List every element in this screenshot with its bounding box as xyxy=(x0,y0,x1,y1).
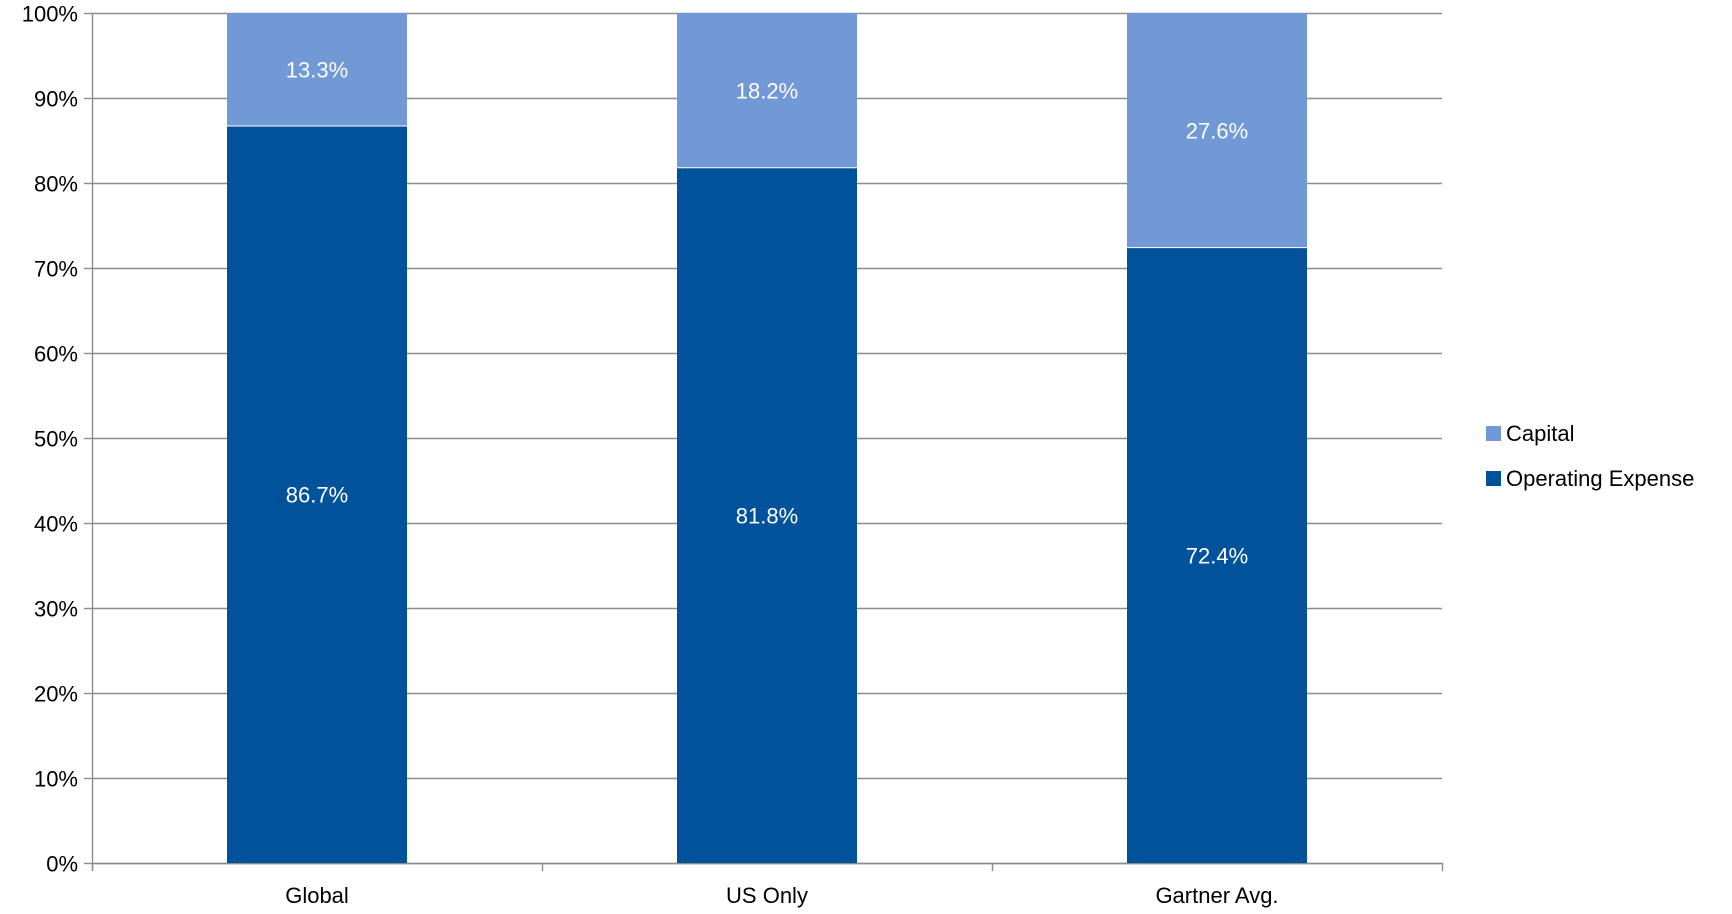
data-label: 18.2% xyxy=(736,78,798,103)
x-category-label: Gartner Avg. xyxy=(1155,883,1278,908)
legend-swatch xyxy=(1486,471,1501,486)
data-label: 72.4% xyxy=(1186,543,1248,568)
y-tick-label: 50% xyxy=(34,427,78,452)
y-tick-label: 90% xyxy=(34,87,78,112)
data-label: 13.3% xyxy=(286,58,348,83)
x-category-label: Global xyxy=(285,883,349,908)
y-tick-label: 70% xyxy=(34,257,78,282)
legend-label: Capital xyxy=(1506,421,1574,446)
x-category-label: US Only xyxy=(726,883,808,908)
axes: 0% 10% 20% 30% 40% 50% 60% 70% 80% 90% 100% Global U… xyxy=(22,2,1444,908)
y-tick-label: 30% xyxy=(34,597,78,622)
y-tick-label: 80% xyxy=(34,172,78,197)
y-tick-label: 100% xyxy=(22,2,78,27)
bar-capital xyxy=(1127,13,1307,248)
y-tick-label: 0% xyxy=(46,852,78,877)
data-label: 86.7% xyxy=(286,483,348,508)
data-labels: 86.7% 13.3% 81.8% 18.2% 72.4% 27.6% xyxy=(286,58,1248,569)
y-tick-label: 10% xyxy=(34,767,78,792)
data-label: 81.8% xyxy=(736,503,798,528)
y-tick-label: 20% xyxy=(34,682,78,707)
bar-operating-expense xyxy=(677,167,857,863)
y-tick-label: 60% xyxy=(34,342,78,367)
legend-swatch xyxy=(1486,426,1501,441)
bar-capital xyxy=(677,13,857,168)
bar-operating-expense xyxy=(227,126,407,864)
bar-capital xyxy=(227,13,407,127)
legend: Capital Operating Expense xyxy=(1486,421,1694,491)
legend-label: Operating Expense xyxy=(1506,466,1694,491)
y-tick-label: 40% xyxy=(34,512,78,537)
data-label: 27.6% xyxy=(1186,118,1248,143)
bar-operating-expense xyxy=(1127,247,1307,864)
bars xyxy=(227,13,1307,864)
